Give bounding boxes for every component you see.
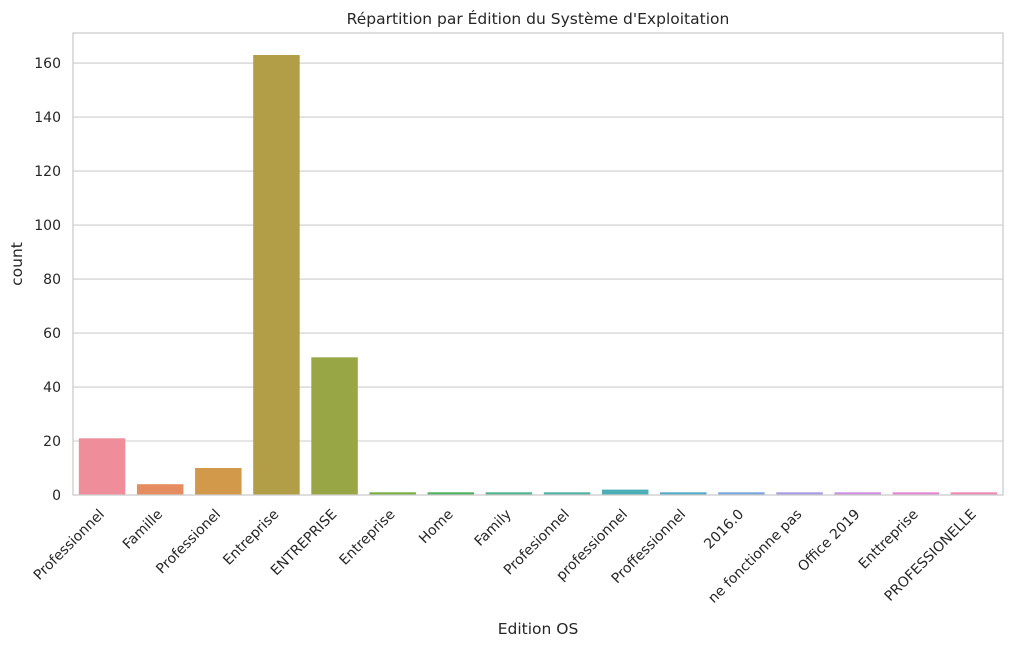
bar	[543, 492, 591, 495]
bar	[776, 492, 823, 495]
x-tick-label: Famille	[120, 507, 166, 553]
y-tick-label: 120	[34, 164, 61, 180]
x-tick-label: Entreprise	[336, 507, 398, 569]
y-tick-label: 20	[43, 434, 61, 450]
y-tick-labels: 0 20 40 60 80 100 120 140 160	[34, 56, 61, 504]
plot-border	[72, 32, 1004, 496]
bar	[427, 492, 475, 495]
bar	[253, 55, 300, 495]
bar	[834, 492, 881, 495]
bar	[311, 357, 358, 495]
bar	[485, 492, 533, 495]
chart-title: Répartition par Édition du Système d'Exp…	[347, 9, 730, 28]
x-tick-labels: Professionnel FamilleProfessionelEntrepri…	[31, 507, 980, 607]
bar	[660, 492, 707, 495]
x-tick-label: Family	[472, 507, 515, 550]
bar	[136, 484, 184, 495]
y-tick-label: 0	[52, 488, 61, 504]
y-tick-label: 40	[43, 380, 61, 396]
x-tick-label: Entreprise	[220, 507, 282, 569]
x-tick-label: Home	[416, 507, 457, 548]
x-tick-label: Professionnel	[31, 507, 108, 584]
plot-frame	[72, 32, 1004, 496]
x-tick-label: 2016.0	[701, 507, 747, 553]
bar	[601, 489, 649, 495]
bar	[718, 492, 765, 495]
y-tick-label: 80	[43, 272, 61, 288]
bar	[78, 438, 126, 495]
y-tick-label: 60	[43, 326, 61, 342]
y-tick-label: 100	[34, 218, 61, 234]
bar	[950, 492, 998, 495]
bar	[892, 492, 940, 495]
y-tick-label: 140	[34, 110, 61, 126]
y-axis-title: count	[8, 242, 26, 286]
gridlines	[73, 62, 1003, 496]
x-tick-label: Office 2019	[795, 507, 864, 576]
x-axis-title: Edition OS	[498, 620, 579, 638]
bar	[195, 468, 242, 495]
y-tick-label: 160	[34, 56, 61, 72]
bar	[369, 492, 416, 495]
bars	[78, 55, 998, 495]
